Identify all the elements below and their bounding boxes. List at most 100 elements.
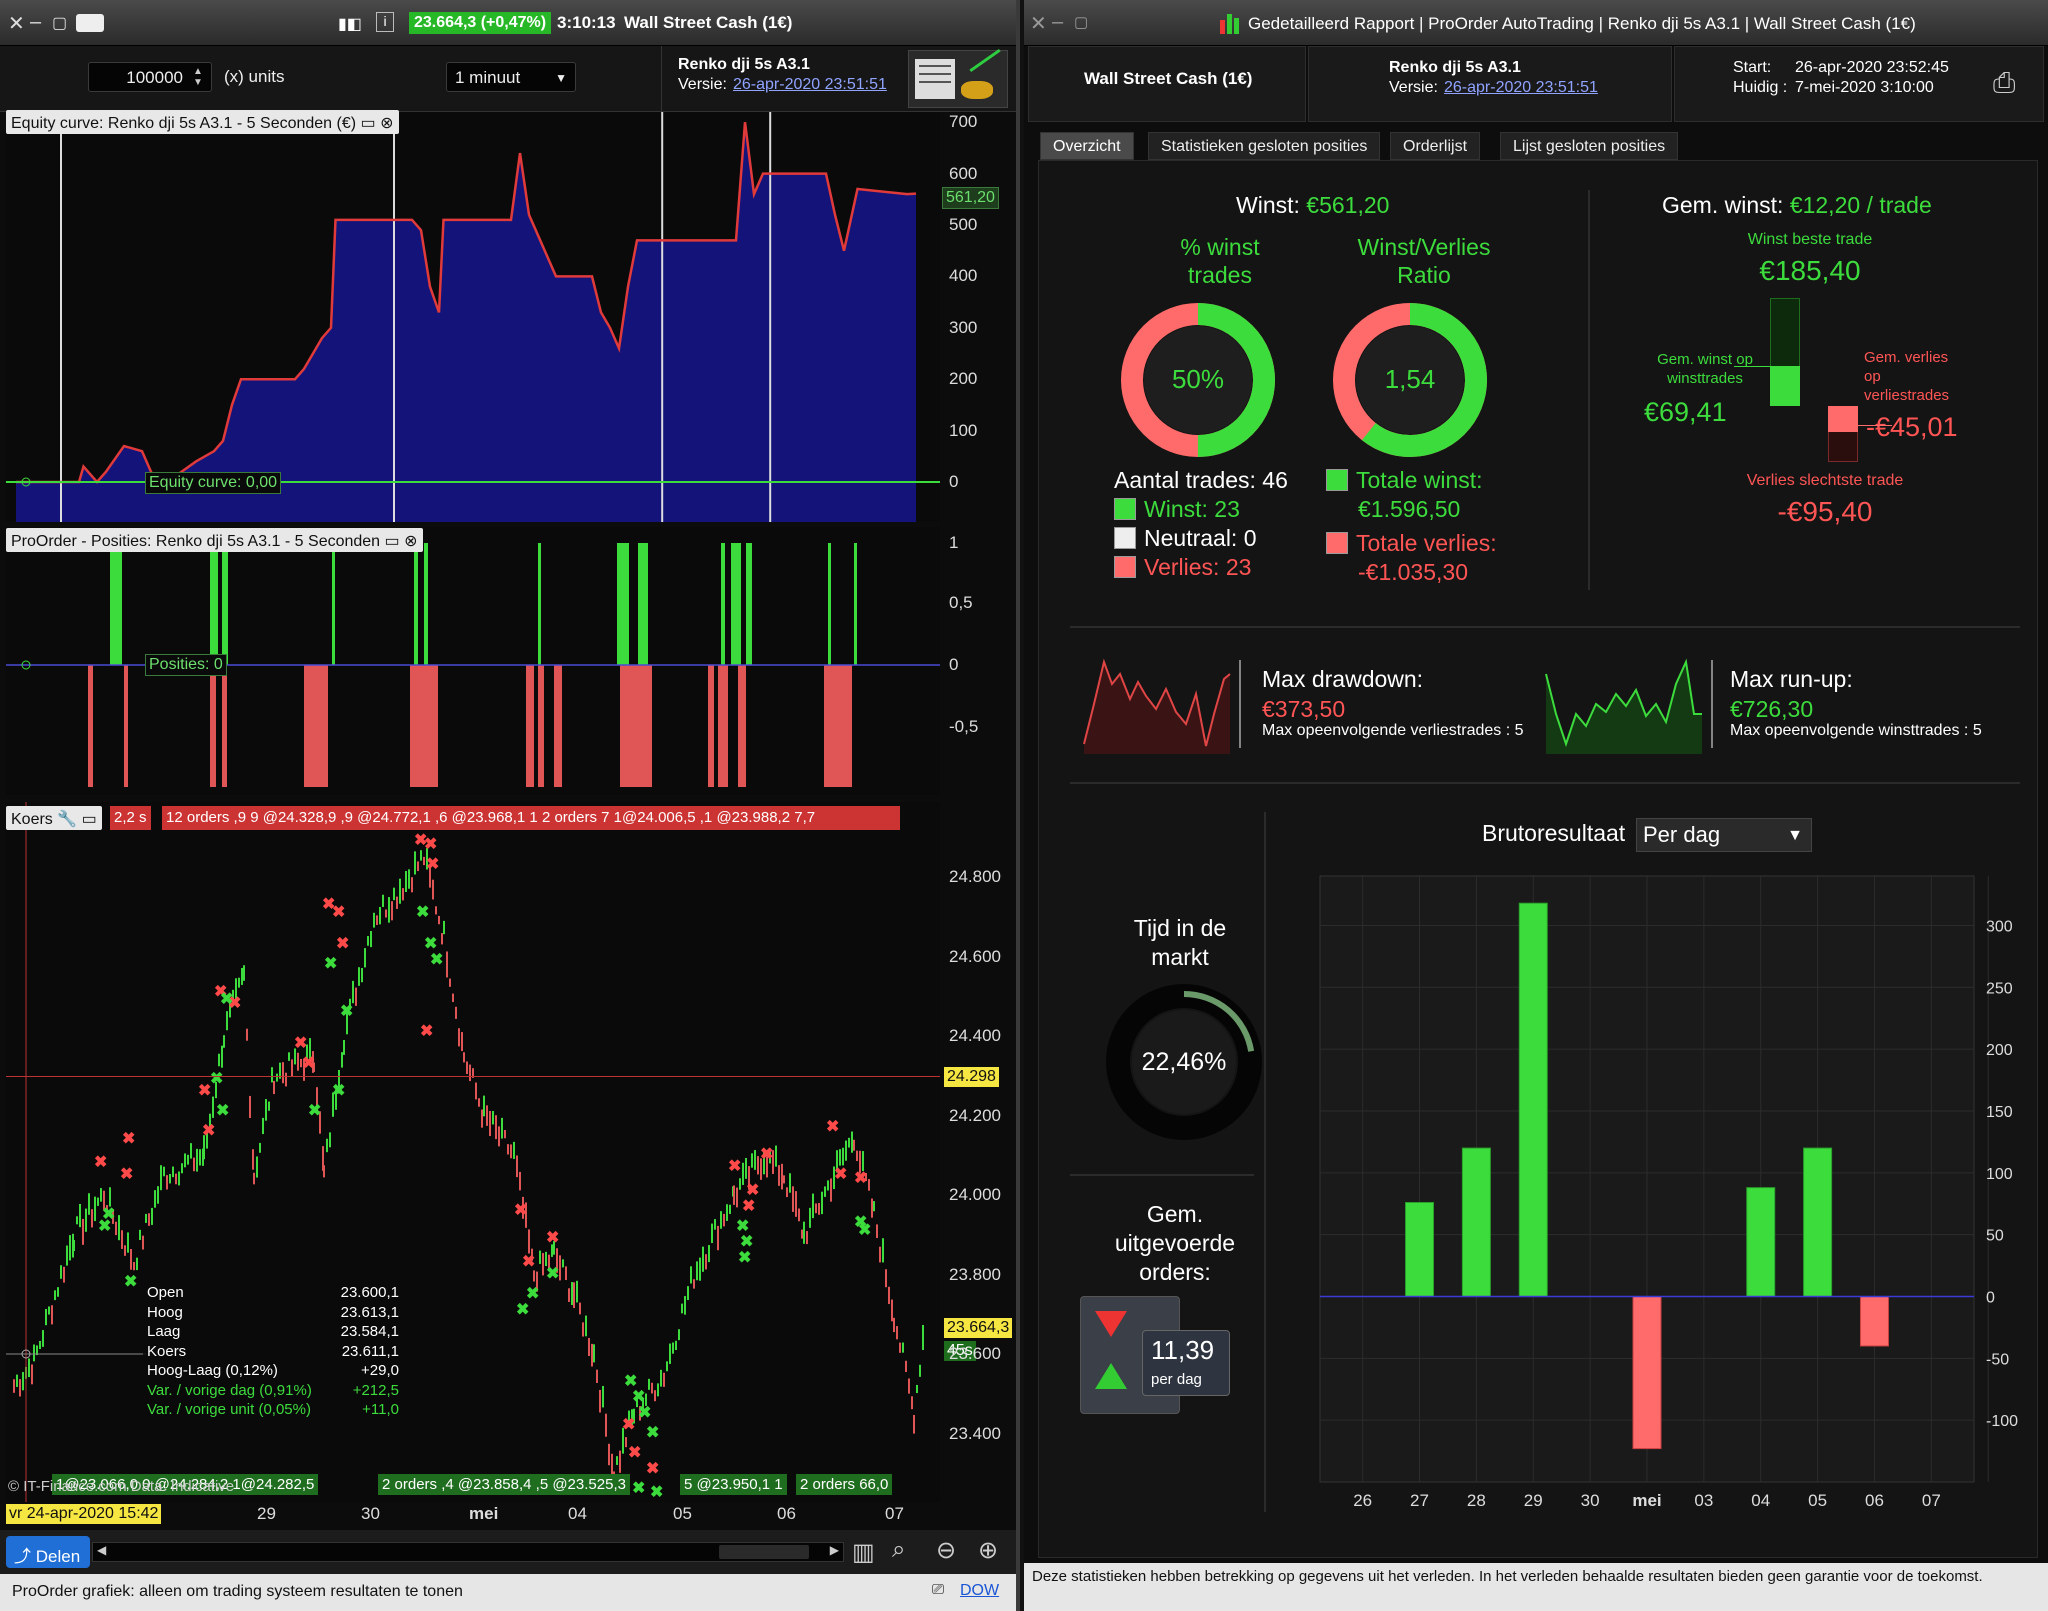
price-xtick: 05	[673, 1504, 692, 1523]
maximize-icon[interactable]: ▢	[52, 15, 68, 32]
units-select[interactable]: (x) units	[216, 62, 340, 92]
scroll-right-icon[interactable]: ▶	[829, 1543, 839, 1557]
version-link[interactable]: 26-apr-2020 23:51:51	[733, 76, 887, 93]
sell-marker: ✖	[202, 1122, 215, 1139]
tab-overzicht[interactable]: Overzicht	[1040, 132, 1134, 160]
period-select[interactable]: Per dag ▼	[1636, 818, 1812, 852]
close-icon[interactable]: ⊗	[380, 115, 394, 132]
period-label: Per dag	[1643, 822, 1721, 847]
buy-marker: ✖	[646, 1424, 659, 1441]
xtick-label: 28	[1467, 1491, 1486, 1510]
buy-marker: ✖	[324, 955, 337, 972]
positions-plot[interactable]	[6, 527, 940, 795]
zoom-out-icon[interactable]: ⊖	[936, 1537, 957, 1564]
screen-icon[interactable]: ⎚	[932, 1581, 945, 1598]
keyboard-icon[interactable]	[76, 14, 104, 32]
scroll-thumb[interactable]	[719, 1545, 809, 1559]
dow-link[interactable]: DOW	[960, 1582, 1000, 1599]
totale-verlies: -€1.035,30	[1358, 559, 1468, 585]
bottom-order-1[interactable]: 1@23.066,0 0 @24.284,2 1@24.282,5	[52, 1474, 319, 1495]
bottom-order-3[interactable]: 5 @23.950,1 1	[680, 1474, 787, 1495]
timeframe-select[interactable]: 1 minuut ▼	[446, 62, 576, 92]
orders-strip-2[interactable]: 12 orders ,9 9 @24.328,9 ,9 @24.772,1 ,6…	[162, 806, 900, 830]
camera-icon[interactable]: ▮◧	[338, 16, 362, 33]
tab-orderlijst[interactable]: Orderlijst	[1390, 132, 1481, 160]
close-icon[interactable]: ✕	[8, 13, 25, 35]
avg-win-label: Gem. winst op winsttrades	[1657, 351, 1753, 387]
ytick-label: 300	[1986, 918, 2013, 935]
ratio-label: Winst/Verlies Ratio	[1357, 234, 1491, 288]
winst-value: €561,20	[1306, 192, 1390, 218]
close-icon[interactable]: ⊗	[404, 533, 418, 550]
ru-value: €726,30	[1730, 696, 1814, 722]
zoom-fit-icon[interactable]: ⌕	[892, 1536, 906, 1563]
short-bar	[210, 665, 216, 787]
print-icon[interactable]: ⎙	[1993, 67, 2016, 98]
info-icon[interactable]: i	[376, 12, 394, 32]
buy-marker: ✖	[854, 1214, 867, 1231]
price-plot[interactable]: ✖ ✖ ✖ ✖ ✖ ✖ ✖ ✖ ✖ ✖ ✖ ✖ ✖ ✖ ✖ ✖ ✖ ✖ ✖ ✖ ✖ ✖ ✖ ✖ ✖ ✖ ✖ ✖ ✖ ✖ ✖ ✖ ✖ ✖ ✖ ✖ ✖ ✖ ✖ ✖…	[6, 802, 940, 1502]
scroll-left-icon[interactable]: ◀	[97, 1543, 107, 1557]
window-icon[interactable]: ▭	[360, 115, 376, 132]
neutral-swatch	[1114, 527, 1136, 549]
short-bar	[538, 665, 544, 787]
orders-strip-1[interactable]: 2,2 s	[110, 806, 151, 830]
window-icon[interactable]: ▭	[384, 533, 400, 550]
hdr-version-link[interactable]: 26-apr-2020 23:51:51	[1444, 79, 1598, 96]
close-icon[interactable]: ✕	[1030, 13, 1047, 35]
xtick-label: 29	[1524, 1491, 1543, 1510]
ohlc-key: Open	[147, 1284, 184, 1301]
tab-gesloten-posities[interactable]: Lijst gesloten posities	[1500, 132, 1679, 160]
sell-marker: ✖	[622, 1417, 635, 1434]
minimize-icon[interactable]: –	[1052, 11, 1064, 33]
bar	[1405, 1201, 1435, 1297]
price-xtick: 07	[885, 1504, 904, 1523]
totale-verlies-label: Totale verlies:	[1356, 530, 1497, 556]
bottom-order-2[interactable]: 2 orders ,4 @23.858,4 ,5 @23.525,3	[378, 1474, 630, 1495]
hdr-instrument: Wall Street Cash (1€)	[1084, 69, 1253, 88]
hdr-system-box: Renko dji 5s A3.1 Versie: 26-apr-2020 23…	[1308, 46, 1672, 122]
positions-ytick: 0	[949, 655, 959, 674]
equity-current-value: 561,20	[942, 187, 999, 209]
zoom-in-icon[interactable]: ⊕	[978, 1537, 999, 1564]
ohlc-row: Var. / vorige unit (0,05%) +11,0	[147, 1401, 399, 1421]
ohlc-row: Var. / vorige dag (0,91%) +212,5	[147, 1382, 399, 1402]
ytick-label: 0	[1986, 1289, 1995, 1306]
dd-line	[1083, 658, 1231, 747]
tab-statistieken[interactable]: Statistieken gesloten posities	[1148, 132, 1381, 160]
ohlc-value: 23.613,1	[340, 1303, 399, 1321]
ru-label: Max run-up:	[1730, 666, 1853, 692]
hdr-instrument-box: Wall Street Cash (1€)	[1028, 46, 1306, 122]
countdown: 45s	[944, 1341, 976, 1361]
worst-label: Verlies slechtste trade	[1746, 472, 1904, 489]
equity-curve-chart	[6, 112, 940, 522]
hdr-version-label: Versie:	[1389, 79, 1438, 96]
report-icon[interactable]	[908, 48, 1008, 108]
price-xtick: 30	[361, 1504, 380, 1523]
positions-ytick: 0,5	[949, 593, 973, 612]
share-button[interactable]: ⤴ Delen	[6, 1536, 90, 1568]
buy-marker: ✖	[210, 1071, 223, 1088]
bottom-order-4[interactable]: 2 orders 66,0	[796, 1474, 893, 1495]
ru-line	[1545, 658, 1702, 748]
price-xtick: 04	[568, 1504, 587, 1523]
minimize-icon[interactable]: –	[30, 11, 42, 33]
chart-settings-icon[interactable]: ▥	[852, 1539, 875, 1566]
ohlc-value: 23.584,1	[340, 1323, 399, 1340]
chart-title: Brutoresultaat	[1482, 820, 1626, 846]
start-label: Start:	[1733, 59, 1772, 76]
horizontal-scrollbar[interactable]: ◀ ▶	[92, 1542, 844, 1562]
sell-marker: ✖	[322, 896, 335, 913]
window-icon[interactable]: ▭	[81, 811, 97, 828]
equity-ytick: 600	[949, 163, 978, 183]
totale-winst-label: Totale winst:	[1356, 467, 1483, 493]
sell-marker: ✖	[214, 983, 227, 1000]
ytick-label: -50	[1986, 1351, 2009, 1368]
equity-plot[interactable]	[6, 112, 940, 522]
sell-marker: ✖	[760, 1146, 773, 1163]
wrench-icon[interactable]: 🔧	[57, 811, 78, 828]
maximize-icon[interactable]: ▢	[1074, 14, 1089, 31]
stepper-icon[interactable]: ▲ ▼	[193, 66, 203, 88]
orders-value: 11,39	[1151, 1335, 1215, 1365]
capital-input[interactable]: 100000	[88, 62, 212, 92]
